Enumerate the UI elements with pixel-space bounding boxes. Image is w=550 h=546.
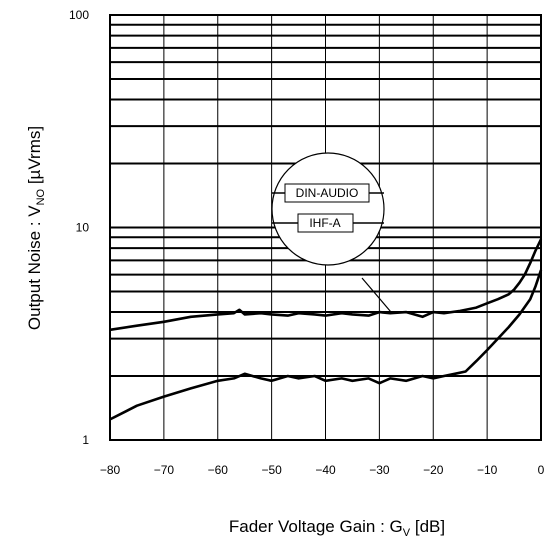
y-tick-label: 10 <box>76 221 90 235</box>
legend-pointer <box>361 277 393 314</box>
x-tick-label: −60 <box>208 463 229 477</box>
legend-inset: DIN-AUDIO IHF-A <box>271 152 393 314</box>
x-tick-label: −40 <box>315 463 336 477</box>
y-tick-label: 1 <box>82 433 89 447</box>
x-tick-label: −30 <box>369 463 390 477</box>
x-tick-label: −20 <box>423 463 444 477</box>
x-tick-label: −10 <box>477 463 498 477</box>
x-tick-label: −50 <box>261 463 282 477</box>
y-tick-labels: 1 10 100 <box>69 8 89 447</box>
legend-entry-ihf-a: IHF-A <box>309 216 340 230</box>
plot-frame <box>109 14 542 441</box>
x-tick-labels: −80 −70 −60 −50 −40 −30 −20 −10 0 <box>100 463 545 477</box>
grid-lines <box>110 15 541 440</box>
legend-box-ihf-a <box>297 213 354 233</box>
series-line <box>109 238 543 332</box>
y-tick-label: 100 <box>69 8 89 22</box>
legend-magnifier <box>271 152 385 266</box>
x-tick-label: −80 <box>100 463 121 477</box>
x-tick-label: 0 <box>538 463 545 477</box>
legend-box-din-audio <box>284 183 370 203</box>
x-axis-title: Fader Voltage Gain : GV [dB] <box>229 517 445 539</box>
y-axis-title: Output Noise : VNO [µVrms] <box>25 126 47 330</box>
series-lines <box>109 238 543 421</box>
series-line <box>109 269 543 421</box>
x-tick-label: −70 <box>154 463 175 477</box>
legend-entry-din-audio: DIN-AUDIO <box>296 186 359 200</box>
